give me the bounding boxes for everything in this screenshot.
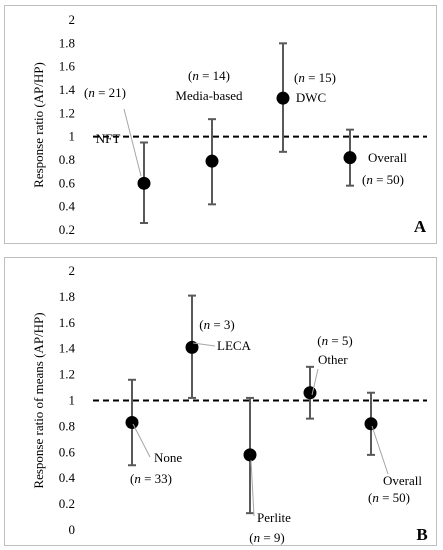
leader-line	[132, 423, 151, 458]
data-point	[185, 340, 199, 354]
sample-size-label: (n = 9)	[249, 530, 285, 545]
y-tick-label: 0.6	[59, 444, 76, 459]
leader-line	[250, 459, 255, 517]
y-axis-label: Response ratio (AP/HP)	[31, 62, 46, 188]
data-point	[276, 91, 290, 105]
y-axis-label: Response ratio of means (AP/HP)	[31, 312, 46, 488]
panel-label: A	[414, 217, 427, 236]
sample-size-label: (n = 50)	[362, 172, 404, 187]
y-tick-label: 1.4	[59, 82, 76, 97]
y-tick-label: 1.8	[59, 35, 75, 50]
y-tick-label: 1.6	[59, 59, 76, 74]
sample-size-label: (n = 5)	[317, 333, 353, 348]
point-label: Media-based	[175, 88, 243, 103]
chart-panel-b: 0 0.2 0.4 0.6 0.8 1 1.2 1.4 1.6 1.8 2 Response rati…	[4, 257, 437, 546]
y-tick-label: 0.8	[59, 418, 75, 433]
y-tick-label: 1.6	[59, 315, 76, 330]
chart-a-svg: 0.2 0.4 0.6 0.8 1 1.2 1.4 1.6 1.8 2 Response ratio…	[31, 12, 427, 237]
y-tick-label: 1.2	[59, 105, 75, 120]
sample-size-label: (n = 33)	[130, 471, 172, 486]
sample-size-label: (n = 21)	[84, 85, 126, 100]
point-label: Overall	[383, 473, 422, 488]
leader-line	[371, 425, 389, 475]
point-label: Other	[318, 352, 348, 367]
data-point	[303, 386, 317, 400]
sample-size-label: (n = 50)	[368, 490, 410, 505]
leader-line	[192, 342, 216, 347]
chart-panel-a: 0.2 0.4 0.6 0.8 1 1.2 1.4 1.6 1.8 2 Response ratio…	[4, 5, 437, 244]
y-tick-label: 0.2	[59, 496, 75, 511]
y-tick-label: 2	[69, 12, 76, 27]
panel-label: B	[416, 525, 427, 544]
y-tick-label: 0.2	[59, 222, 75, 237]
sample-size-label: (n = 15)	[294, 70, 336, 85]
data-point	[343, 151, 357, 165]
y-tick-label: 1.2	[59, 367, 75, 382]
y-tick-label: 1	[69, 393, 76, 408]
y-tick-label: 0.4	[59, 470, 76, 485]
y-tick-label: 1.4	[59, 341, 76, 356]
y-tick-label: 0.4	[59, 199, 76, 214]
point-label: DWC	[296, 90, 326, 105]
y-tick-label: 1	[69, 129, 76, 144]
y-tick-label: 1.8	[59, 289, 75, 304]
y-tick-label: 2	[69, 263, 76, 278]
y-tick-label: 0.8	[59, 152, 75, 167]
point-label: Overall	[368, 150, 407, 165]
chart-b-svg: 0 0.2 0.4 0.6 0.8 1 1.2 1.4 1.6 1.8 2 Response rati…	[31, 263, 428, 545]
data-point	[243, 448, 257, 462]
data-point	[137, 176, 151, 190]
leader-line	[311, 368, 319, 396]
y-tick-label: 0	[69, 522, 76, 537]
data-point	[205, 154, 219, 168]
data-point	[125, 416, 139, 430]
point-label: LECA	[217, 338, 252, 353]
point-label: None	[154, 450, 182, 465]
point-label: Perlite	[257, 510, 291, 525]
sample-size-label: (n = 14)	[188, 68, 230, 83]
data-point	[364, 417, 378, 431]
leader-line	[123, 108, 142, 177]
y-tick-label: 0.6	[59, 175, 76, 190]
sample-size-label: (n = 3)	[199, 317, 235, 332]
point-label: NFT	[96, 131, 121, 146]
